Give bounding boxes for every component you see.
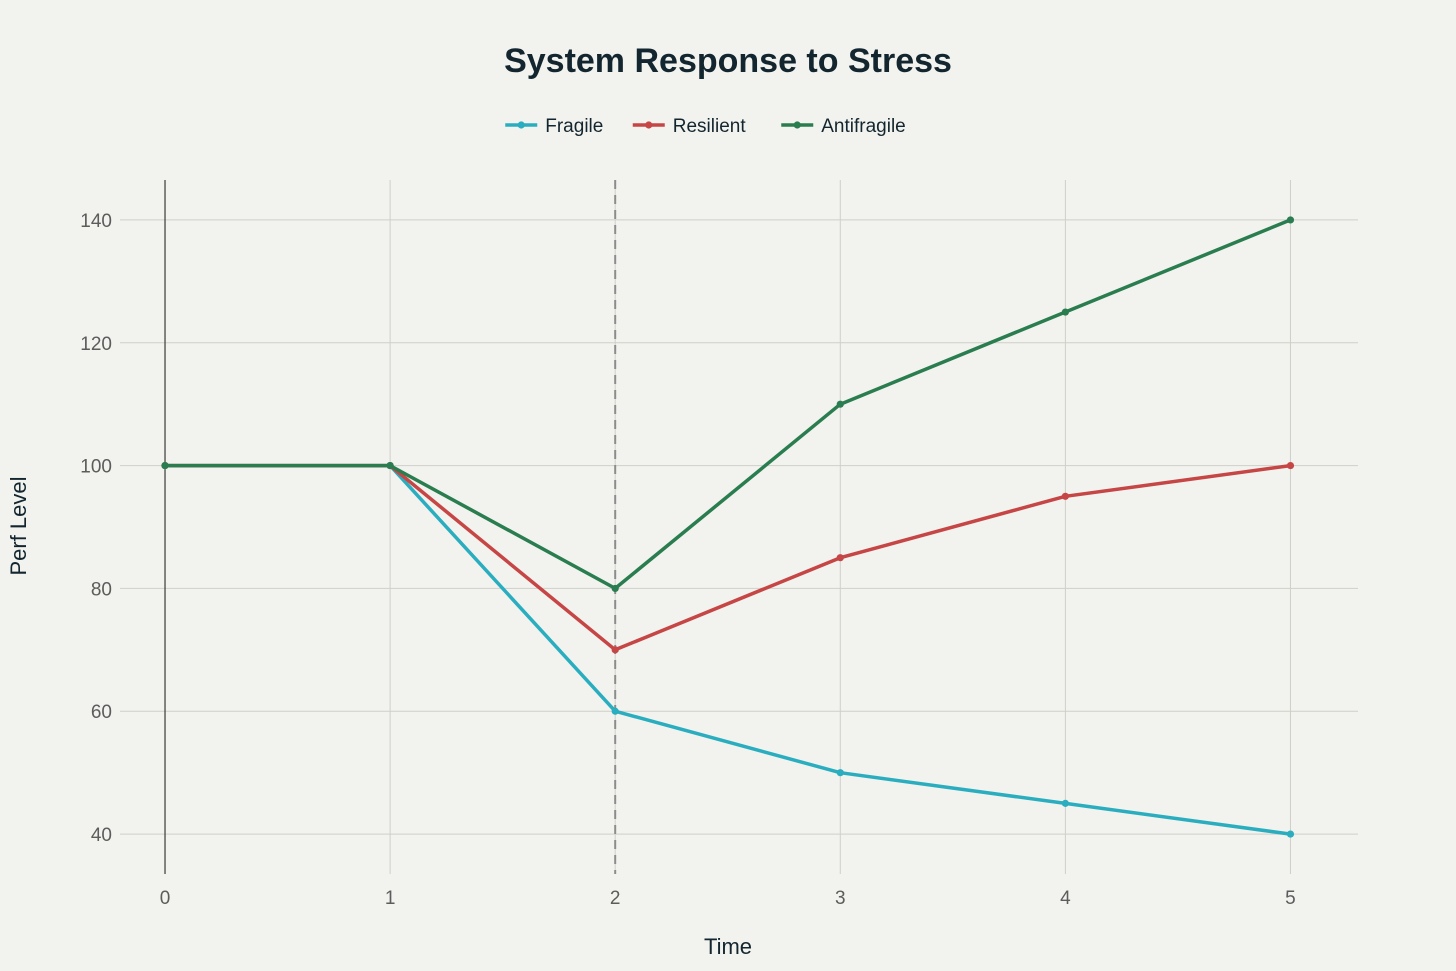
x-gridlines — [164, 180, 1291, 874]
antifragile-point-5 — [1286, 216, 1295, 224]
antifragile-line — [163, 218, 1293, 591]
y-tick-label-140: 140 — [80, 211, 112, 232]
x-axis-title: Time — [704, 934, 752, 959]
series-resilient — [161, 461, 1295, 654]
y-tick-label-100: 100 — [80, 457, 112, 478]
antifragile-point-1 — [386, 461, 394, 470]
y-tick-label-40: 40 — [91, 825, 112, 846]
y-tick-labels: 40 60 80 100 120 140 — [80, 211, 112, 846]
antifragile-point-2 — [611, 584, 619, 593]
x-tick-label-4: 4 — [1060, 888, 1071, 909]
chart-title: System Response to Stress — [504, 42, 952, 80]
antifragile-point-0 — [161, 461, 169, 470]
legend-marker-fragile — [517, 121, 525, 129]
legend-label-fragile: Fragile — [545, 116, 603, 137]
fragile-point-2 — [611, 707, 619, 715]
series-fragile — [161, 461, 1295, 838]
legend-item-antifragile[interactable]: Antifragile — [781, 116, 906, 137]
resilient-point-4 — [1061, 492, 1069, 500]
x-tick-label-5: 5 — [1285, 888, 1296, 909]
legend-marker-antifragile — [793, 121, 801, 129]
x-tick-label-3: 3 — [835, 888, 846, 909]
y-gridlines — [120, 219, 1358, 835]
x-tick-label-1: 1 — [385, 888, 396, 909]
y-tick-label-80: 80 — [91, 579, 112, 600]
fragile-point-4 — [1061, 799, 1069, 807]
fragile-point-5 — [1286, 830, 1295, 838]
fragile-line — [163, 463, 1293, 836]
x-tick-label-2: 2 — [610, 888, 621, 909]
fragile-point-3 — [836, 769, 844, 777]
x-tick-label-0: 0 — [160, 888, 171, 909]
resilient-point-2 — [611, 646, 619, 654]
y-tick-label-120: 120 — [80, 334, 112, 355]
resilient-point-5 — [1286, 461, 1295, 470]
y-axis-title: Perf Level — [6, 476, 31, 575]
series-antifragile — [161, 216, 1295, 593]
y-tick-label-60: 60 — [91, 702, 112, 723]
antifragile-point-3 — [836, 400, 844, 408]
resilient-line — [163, 463, 1293, 652]
legend-label-resilient: Resilient — [673, 116, 747, 137]
legend-marker-resilient — [645, 121, 653, 129]
resilient-point-3 — [836, 554, 844, 562]
series-layer — [161, 216, 1295, 838]
legend-item-resilient[interactable]: Resilient — [632, 116, 747, 137]
x-tick-labels: 0 1 2 3 4 5 — [160, 888, 1296, 909]
antifragile-point-4 — [1061, 308, 1069, 316]
legend-label-antifragile: Antifragile — [821, 116, 906, 137]
legend: Fragile Resilient Antifragile — [505, 116, 906, 137]
legend-item-fragile[interactable]: Fragile — [505, 116, 603, 137]
